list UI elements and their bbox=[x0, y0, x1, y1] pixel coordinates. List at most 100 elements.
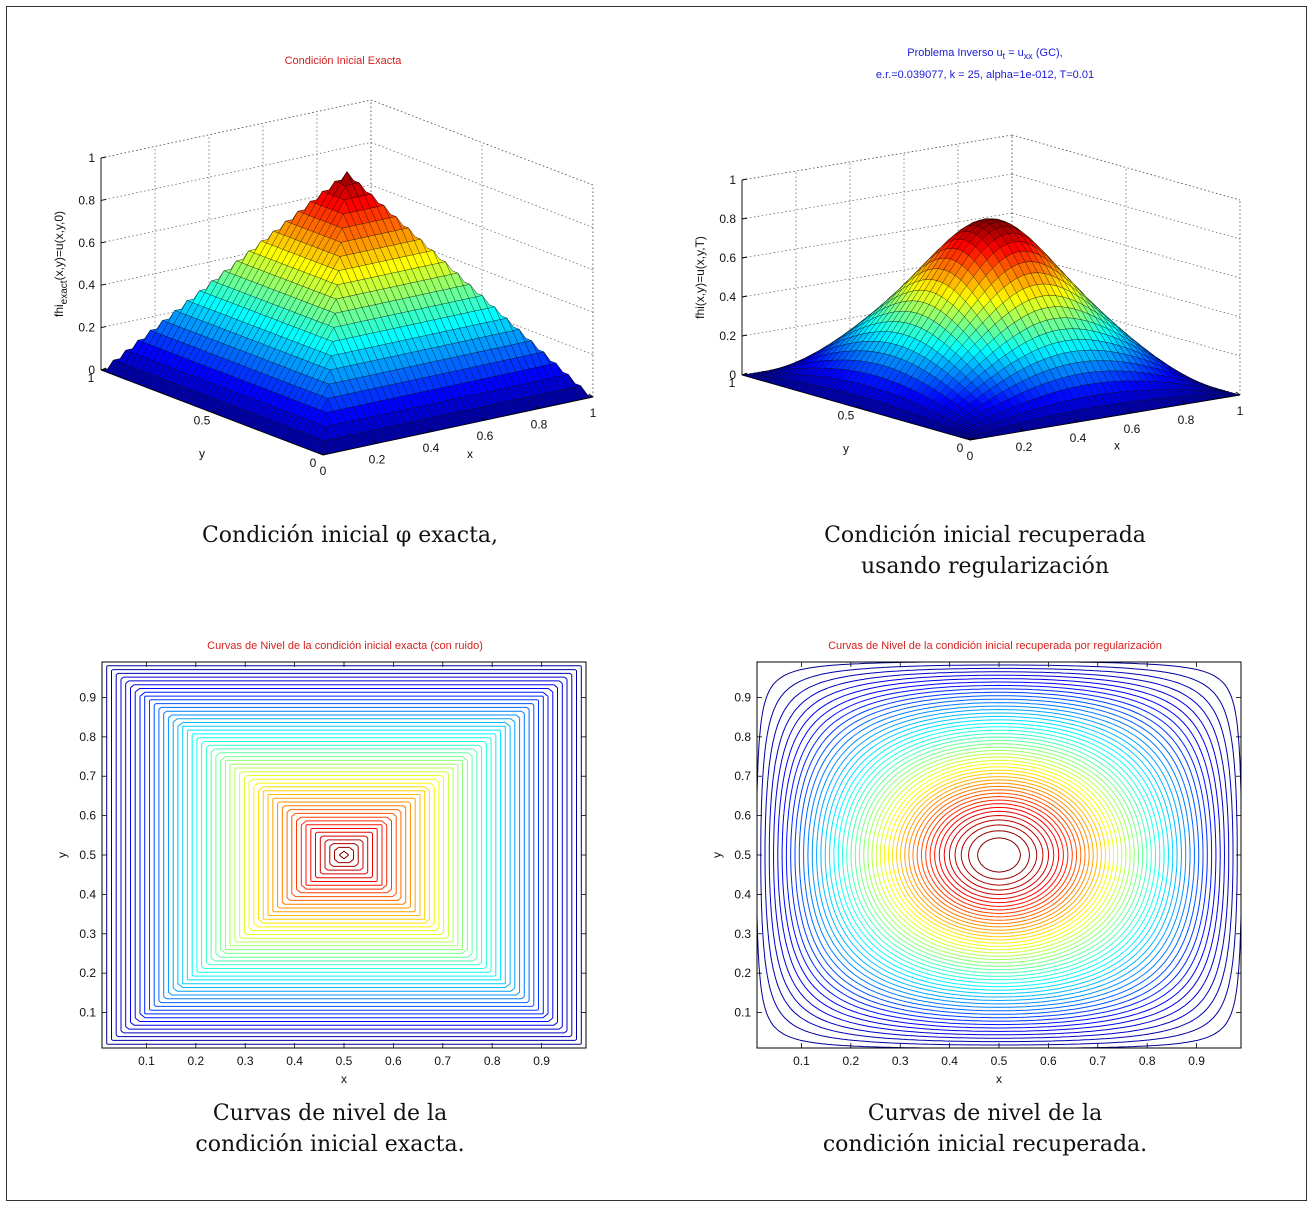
surface-plot-exact: 00.20.40.60.8100.20.40.60.8100.51xyfhiex… bbox=[52, 99, 597, 478]
z-tick-label: 0 bbox=[729, 368, 736, 382]
contour-level bbox=[968, 830, 1030, 880]
y-tick-label: 1 bbox=[88, 371, 95, 385]
y-axis-label: y bbox=[55, 852, 69, 858]
x-tick-label: 0.8 bbox=[484, 1054, 501, 1068]
x-tick-label: 0.8 bbox=[1139, 1054, 1156, 1068]
z-tick-label: 0.8 bbox=[719, 212, 736, 226]
x-tick bbox=[1019, 427, 1025, 432]
title-subscript: t bbox=[1002, 51, 1006, 62]
contour-level bbox=[925, 796, 1073, 914]
figure-caption: Curvas de nivel de la condición inicial … bbox=[100, 1098, 560, 1160]
chart-title: Curvas de Nivel de la condición inicial … bbox=[828, 640, 1162, 652]
y-tick-label: 0.5 bbox=[194, 414, 211, 428]
x-tick-label: 0.1 bbox=[793, 1054, 810, 1068]
z-tick bbox=[741, 334, 748, 337]
contour-level bbox=[908, 782, 1090, 928]
contour-level bbox=[229, 763, 459, 947]
x-axis-label: x bbox=[467, 447, 473, 461]
contour-level bbox=[824, 715, 1174, 995]
contour-level bbox=[794, 691, 1204, 1019]
contour-level bbox=[803, 698, 1195, 1012]
contour-level bbox=[315, 831, 373, 879]
z-tick bbox=[100, 198, 107, 201]
box-edge bbox=[370, 99, 594, 186]
x-tick-label: 0.6 bbox=[385, 1054, 402, 1068]
x-tick bbox=[588, 393, 594, 398]
z-tick-label: 0.4 bbox=[78, 278, 95, 292]
contour-level bbox=[125, 680, 563, 1030]
contour-level bbox=[258, 786, 430, 924]
contour-level bbox=[182, 725, 506, 985]
z-tick-label: 0.6 bbox=[719, 251, 736, 265]
y-tick-label: 0.1 bbox=[79, 1006, 96, 1020]
z-tick bbox=[100, 283, 107, 286]
contour-level bbox=[850, 736, 1148, 974]
contour-level bbox=[837, 726, 1161, 984]
x-axis-label: x bbox=[341, 1072, 347, 1086]
contour-level bbox=[196, 737, 492, 973]
x-axis-label: x bbox=[1114, 439, 1120, 453]
contour-level bbox=[300, 820, 388, 890]
caption-line: condición inicial exacta. bbox=[195, 1132, 465, 1157]
contour-level bbox=[253, 782, 435, 928]
x-tick-label: 0.6 bbox=[1040, 1054, 1057, 1068]
panel-surface-recovered: Problema Inverso ut = uxx (GC), e.r.=0.0… bbox=[655, 0, 1315, 600]
y-tick-label: 0.7 bbox=[734, 769, 751, 783]
panel-contour-recovered: Curvas de Nivel de la condición inicial … bbox=[655, 600, 1315, 1207]
y-tick-label: 0.1 bbox=[734, 1006, 751, 1020]
x-tick bbox=[372, 440, 378, 444]
contour-lines bbox=[756, 661, 1242, 1049]
x-tick bbox=[965, 436, 971, 441]
contour-level bbox=[319, 835, 369, 875]
x-tick-label: 0.9 bbox=[533, 1054, 550, 1068]
chart-title-line: e.r.=0.039077, k = 25, alpha=1e-012, T=0… bbox=[875, 69, 1095, 82]
chart-title-text: Condición Inicial Exacta bbox=[284, 55, 402, 67]
contour-level bbox=[954, 819, 1044, 891]
contour-level bbox=[305, 824, 383, 886]
contour-level bbox=[842, 729, 1156, 981]
contour-level bbox=[130, 684, 558, 1026]
contour-level bbox=[243, 775, 445, 935]
surface-plot-recovered: 00.20.40.60.8100.20.40.60.8100.51xyfhi(x… bbox=[693, 134, 1244, 463]
contour-level bbox=[790, 688, 1208, 1022]
contour-level bbox=[205, 744, 483, 966]
caption-line: Condición inicial recuperada bbox=[824, 523, 1146, 548]
z-tick-label: 0.8 bbox=[78, 193, 95, 207]
x-tick-label: 0.4 bbox=[286, 1054, 303, 1068]
x-tick bbox=[318, 451, 324, 456]
y-tick-label: 0.7 bbox=[79, 769, 96, 783]
contour-level bbox=[785, 684, 1213, 1026]
contour-level bbox=[811, 705, 1187, 1005]
contour-level bbox=[120, 676, 568, 1034]
x-axis bbox=[969, 394, 1241, 441]
contour-level bbox=[820, 712, 1178, 998]
z-tick bbox=[100, 326, 107, 329]
contour-lines bbox=[106, 665, 582, 1045]
contour-level bbox=[324, 839, 364, 871]
y-tick-label: 0.3 bbox=[79, 927, 96, 941]
contour-level bbox=[929, 799, 1069, 911]
z-tick bbox=[100, 156, 107, 159]
z-tick bbox=[741, 256, 748, 259]
y-tick bbox=[969, 437, 976, 441]
contour-level bbox=[920, 792, 1078, 918]
x-tick bbox=[426, 428, 432, 433]
contour-level bbox=[807, 702, 1191, 1008]
x-tick bbox=[1235, 391, 1241, 396]
contour-level bbox=[291, 812, 397, 898]
panel-surface-exact: Condición Inicial Exacta 0 0.2 0.4 0.6 0.8 1 0… bbox=[0, 0, 660, 600]
contour-plot-recovered: 0.1 0.2 0.3 0.4 0.5 0.6 0.7 0.8 0.9 0.1 0.2 0.3 0.4 0… bbox=[710, 661, 1242, 1086]
surface-mesh bbox=[741, 218, 1241, 441]
x-tick bbox=[480, 416, 486, 421]
title-subscript: xx bbox=[1023, 51, 1033, 62]
caption-line: Curvas de nivel de la bbox=[212, 1101, 448, 1126]
surface-mesh bbox=[100, 171, 594, 456]
contour-level bbox=[139, 691, 549, 1019]
contour-level bbox=[798, 695, 1200, 1015]
y-tick bbox=[855, 405, 862, 408]
x-tick-label: 0.4 bbox=[941, 1054, 958, 1068]
z-tick bbox=[741, 217, 748, 220]
x-tick bbox=[534, 405, 540, 409]
x-tick-label: 1 bbox=[590, 406, 597, 420]
y-tick-label: 0.5 bbox=[734, 848, 751, 862]
